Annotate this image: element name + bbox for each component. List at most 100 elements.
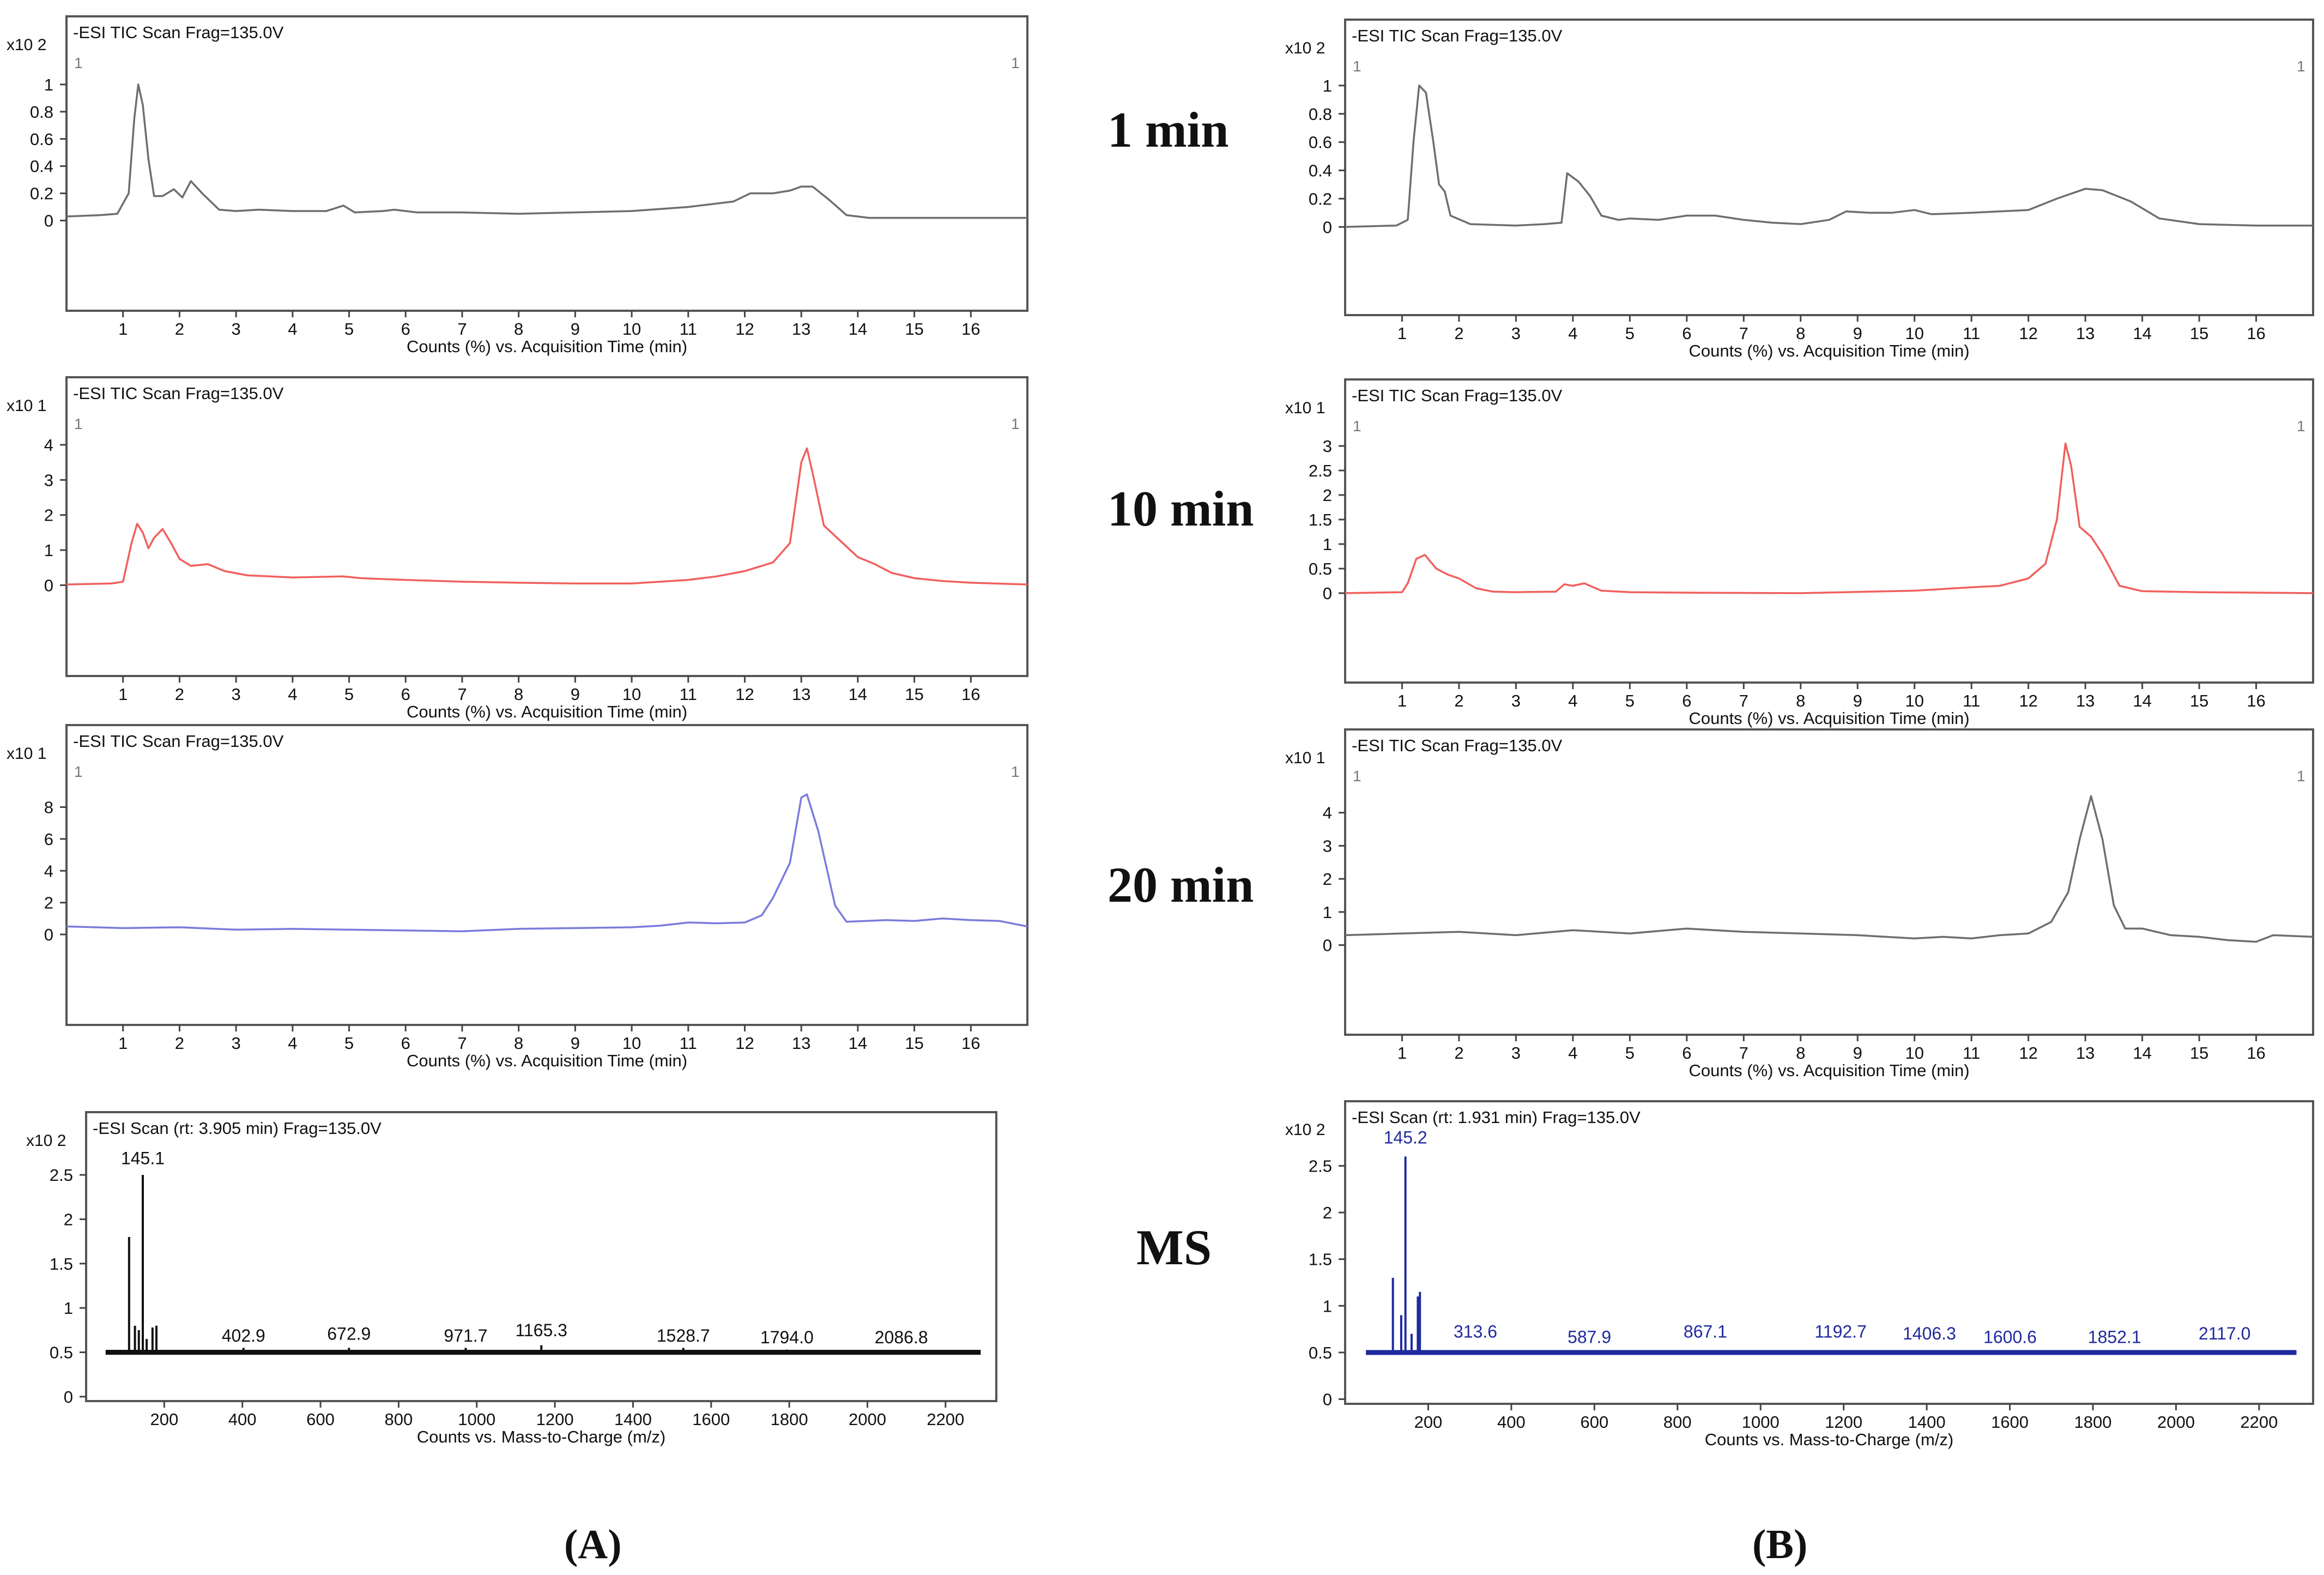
a-ms-peak-label: 145.1 <box>121 1149 165 1168</box>
b-ms-y-tick-label: 0.5 <box>1309 1343 1332 1362</box>
b-1min-x-tick-label: 7 <box>1739 324 1748 343</box>
b-20min-x-tick-label: 12 <box>2019 1043 2037 1063</box>
a-10min-y-exponent: x10 1 <box>7 397 46 415</box>
b-10min-x-tick-label: 1 <box>1397 691 1407 710</box>
a-1min-y-tick-label: 0.8 <box>30 102 53 122</box>
b-ms-x-tick-label: 1200 <box>1825 1413 1862 1432</box>
b-ms-peak-label: 1192.7 <box>1814 1321 1867 1341</box>
b-10min-x-tick-label: 16 <box>2247 691 2265 710</box>
b-10min-x-tick-label: 11 <box>1963 691 1980 710</box>
a-10min-plot-frame <box>65 376 1028 677</box>
b-10min-x-tick-label: 15 <box>2190 691 2208 710</box>
a-1min-x-tick-label: 3 <box>231 319 240 339</box>
a-ms-x-tick-label: 800 <box>385 1410 413 1429</box>
a-ms-chart-title: -ESI Scan (rt: 3.905 min) Frag=135.0V <box>93 1119 382 1138</box>
a-ms-peak-label: 402.9 <box>222 1326 265 1345</box>
b-1min-y-tick-label: 0.8 <box>1309 105 1332 124</box>
b-20min-corner-right: 1 <box>2297 768 2305 785</box>
a-1min-y-tick-label: 1 <box>44 75 53 94</box>
a-10min-x-tick-label: 16 <box>961 685 980 704</box>
a-10min-y-tick-label: 2 <box>44 506 53 525</box>
a-ms-x-tick-label: 400 <box>228 1410 257 1429</box>
b-ms-x-tick-label: 600 <box>1580 1413 1608 1432</box>
a-1min-x-tick-label: 16 <box>961 319 980 339</box>
a-20min-x-tick-label: 15 <box>905 1034 923 1053</box>
a-1min-chart-title: -ESI TIC Scan Frag=135.0V <box>73 23 284 42</box>
b-10min-y-tick-label: 2.5 <box>1309 461 1332 480</box>
b-20min-x-tick-label: 8 <box>1796 1043 1805 1063</box>
a-1min-x-tick-label: 8 <box>514 319 523 339</box>
a-20min-x-tick-label: 9 <box>571 1034 580 1053</box>
a-1min-y-tick-label: 0.6 <box>30 130 53 149</box>
a-ms-y-tick-label: 1 <box>64 1299 73 1318</box>
b-10min-y-tick-label: 0 <box>1323 584 1332 603</box>
a-ms-x-tick-label: 200 <box>150 1410 178 1429</box>
b-ms-x-tick-label: 1800 <box>2074 1413 2112 1432</box>
b-10min-x-tick-label: 2 <box>1454 691 1463 710</box>
b-1min-x-tick-label: 11 <box>1963 324 1980 343</box>
b-ms-peak-label: 867.1 <box>1684 1321 1727 1341</box>
a-20min-y-tick-label: 6 <box>44 830 53 849</box>
a-ms-x-tick-label: 1600 <box>692 1410 730 1429</box>
b-1min-y-tick-label: 0.2 <box>1309 189 1332 208</box>
a-ms-plot-frame <box>85 1111 997 1402</box>
a-10min-x-tick-label: 5 <box>344 685 354 704</box>
b-ms-peak-label: 145.2 <box>1384 1127 1427 1147</box>
a-20min-x-tick-label: 1 <box>118 1034 128 1053</box>
b-10min-corner-left: 1 <box>1353 418 1361 435</box>
b-10min-x-tick-label: 8 <box>1796 691 1805 710</box>
a-20min-y-tick-label: 4 <box>44 861 53 880</box>
b-ms-y-tick-label: 0 <box>1323 1390 1332 1409</box>
a-ms-y-tick-label: 1.5 <box>50 1254 73 1274</box>
b-ms-plot-frame <box>1344 1100 2314 1405</box>
b-1min-x-tick-label: 8 <box>1796 324 1805 343</box>
b-20min-x-tick-label: 7 <box>1739 1043 1748 1063</box>
b-20min-y-tick-label: 4 <box>1323 804 1332 823</box>
b-1min-y-tick-label: 1 <box>1323 76 1332 95</box>
a-10min-x-tick-label: 14 <box>849 685 867 704</box>
b-10min-x-tick-label: 9 <box>1853 691 1862 710</box>
b-20min-x-tick-label: 6 <box>1682 1043 1691 1063</box>
b-ms-y-tick-label: 2.5 <box>1309 1156 1332 1175</box>
a-ms-y-tick-label: 0 <box>64 1387 73 1407</box>
b-20min-x-tick-label: 9 <box>1853 1043 1862 1063</box>
b-10min-x-axis-label: Counts (%) vs. Acquisition Time (min) <box>1688 709 1969 728</box>
b-ms-x-axis-label: Counts vs. Mass-to-Charge (m/z) <box>1705 1430 1954 1449</box>
a-ms-y-tick-label: 2.5 <box>50 1166 73 1185</box>
a-1min-x-tick-label: 9 <box>571 319 580 339</box>
panel-label-a: (A) <box>564 1522 622 1567</box>
a-10min-x-tick-label: 12 <box>735 685 754 704</box>
b-1min-chart-title: -ESI TIC Scan Frag=135.0V <box>1352 26 1563 45</box>
b-1min-x-axis-label: Counts (%) vs. Acquisition Time (min) <box>1688 341 1969 360</box>
b-10min-x-tick-label: 6 <box>1682 691 1691 710</box>
a-10min-x-tick-label: 1 <box>118 685 128 704</box>
a-10min-x-tick-label: 11 <box>680 685 697 704</box>
a-20min-y-tick-label: 8 <box>44 798 53 817</box>
b-1min-x-tick-label: 14 <box>2133 324 2151 343</box>
b-20min-series-line <box>1345 795 2314 943</box>
b-ms-y-tick-label: 2 <box>1323 1203 1332 1222</box>
a-ms-peak-label: 1165.3 <box>515 1320 567 1340</box>
a-1min-x-tick-label: 6 <box>401 319 410 339</box>
a-1min-x-tick-label: 11 <box>680 319 697 339</box>
a-20min-x-tick-label: 13 <box>792 1034 810 1053</box>
a-10min-chart-title: -ESI TIC Scan Frag=135.0V <box>73 384 284 403</box>
a-ms-x-tick-label: 1200 <box>536 1410 574 1429</box>
a-1min-x-tick-label: 10 <box>622 319 641 339</box>
a-1min-corner-left: 1 <box>74 55 83 71</box>
a-ms-x-tick-label: 1800 <box>771 1410 808 1429</box>
b-ms-x-tick-label: 1400 <box>1908 1413 1946 1432</box>
b-1min-x-tick-label: 4 <box>1568 324 1577 343</box>
b-10min-x-tick-label: 10 <box>1905 691 1923 710</box>
b-20min-y-tick-label: 1 <box>1323 903 1332 922</box>
b-1min-x-tick-label: 9 <box>1853 324 1862 343</box>
b-10min-series-line <box>1345 442 2314 594</box>
b-20min-x-tick-label: 3 <box>1511 1043 1521 1063</box>
row-label-10min: 10 min <box>1107 481 1254 536</box>
b-ms-x-tick-label: 800 <box>1663 1413 1692 1432</box>
b-20min-y-tick-label: 3 <box>1323 836 1332 855</box>
a-10min-x-axis-label: Counts (%) vs. Acquisition Time (min) <box>407 702 687 721</box>
b-1min-x-tick-label: 6 <box>1682 324 1691 343</box>
a-ms-x-axis-label: Counts vs. Mass-to-Charge (m/z) <box>417 1427 666 1446</box>
